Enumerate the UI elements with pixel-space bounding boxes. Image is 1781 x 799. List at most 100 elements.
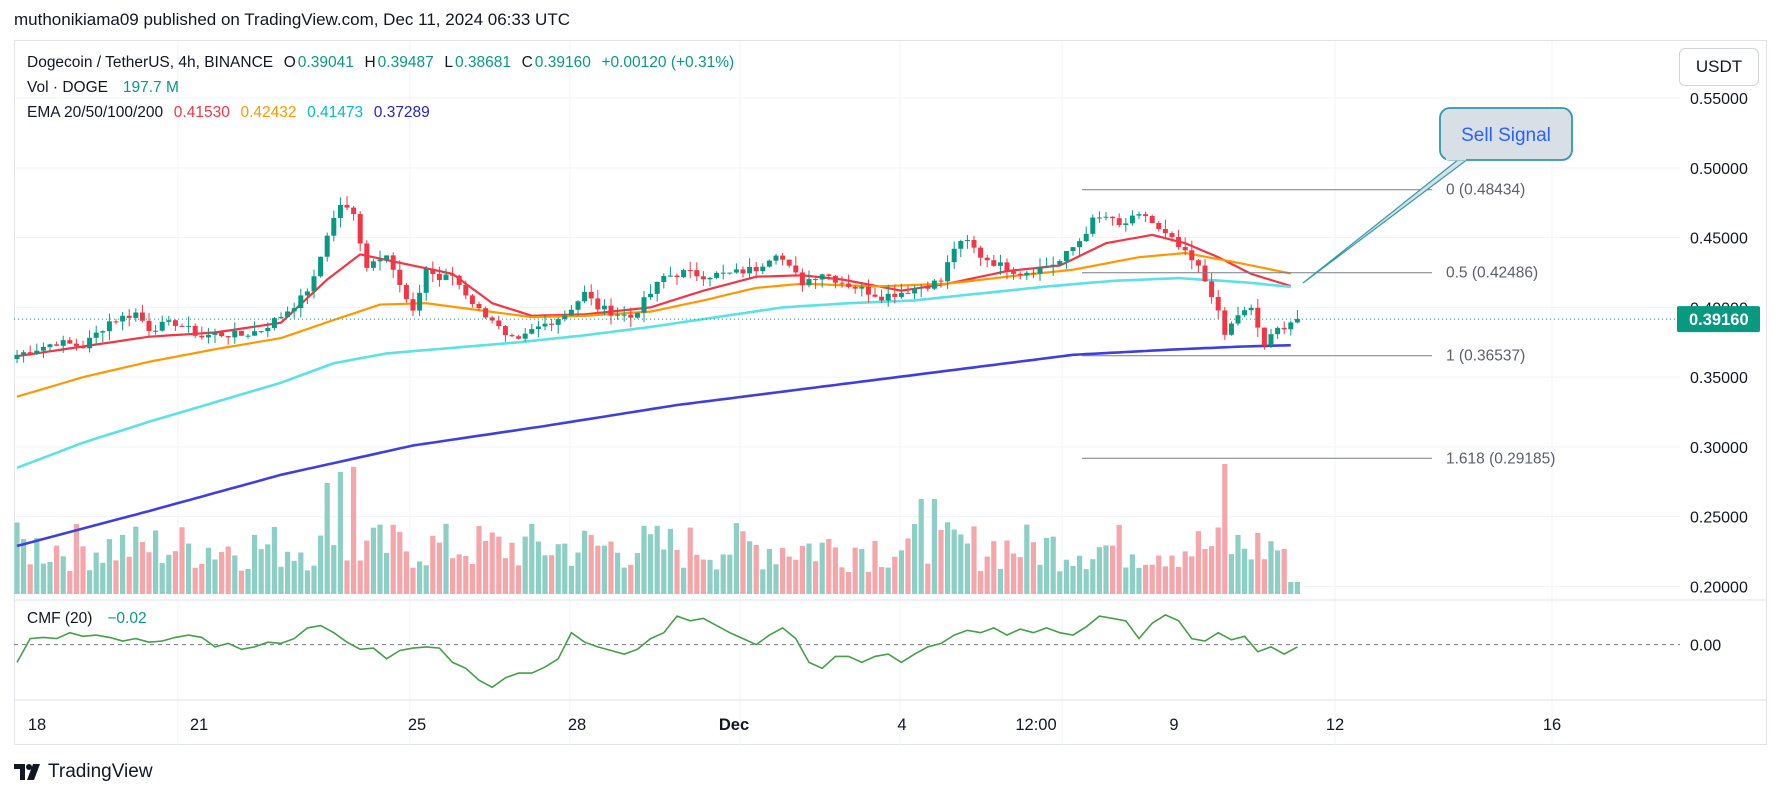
candle-body	[113, 321, 119, 323]
volume-bar	[859, 549, 865, 594]
candle	[489, 315, 495, 324]
candle	[766, 259, 772, 268]
candle	[1162, 219, 1168, 238]
candle-body	[839, 282, 845, 284]
tradingview-brand: TradingView	[48, 761, 153, 782]
volume-bar	[463, 555, 469, 594]
candle	[707, 276, 713, 287]
volume-bar	[27, 564, 33, 594]
volume-label: Vol · DOGE	[27, 79, 108, 96]
volume-bar	[1096, 547, 1102, 594]
candle	[450, 266, 456, 286]
candle-body	[634, 312, 640, 318]
candle-body	[912, 288, 918, 294]
candle-body	[21, 352, 27, 355]
candle-body	[199, 335, 205, 338]
candle-body	[879, 296, 885, 301]
volume-bar	[344, 560, 350, 594]
candle-body	[1103, 216, 1109, 218]
candle-body	[450, 274, 456, 276]
volume-bar	[1169, 555, 1175, 594]
candle-body	[456, 275, 462, 285]
candle	[60, 335, 66, 353]
volume-bar	[258, 549, 264, 594]
candle-body	[245, 335, 251, 337]
candle	[390, 252, 396, 278]
candle-body	[27, 352, 33, 354]
candle-body	[687, 270, 693, 272]
candle	[852, 285, 858, 294]
volume-bar	[1162, 566, 1168, 594]
ema20-value: 0.41530	[173, 104, 230, 121]
volume-bar	[793, 559, 799, 594]
volume-bar	[212, 559, 218, 594]
candle-body	[681, 270, 687, 278]
candle-body	[351, 207, 357, 215]
candle-body	[780, 255, 786, 260]
candle-body	[1255, 307, 1261, 328]
candle-body	[212, 332, 218, 335]
candle	[1209, 272, 1215, 304]
volume-bar	[641, 525, 647, 594]
candle-body	[73, 343, 79, 347]
candle-body	[311, 276, 317, 292]
candle	[357, 211, 363, 252]
volume-bar	[852, 547, 858, 594]
candle-body	[661, 275, 667, 282]
volume-bar	[951, 529, 957, 594]
volume-bar	[285, 551, 291, 594]
candle	[780, 252, 786, 266]
volume-bar	[832, 547, 838, 594]
volume-bar	[542, 555, 548, 594]
candle	[872, 287, 878, 298]
callout-pointer	[1302, 158, 1470, 284]
candle	[595, 289, 601, 313]
sell-signal-label: Sell Signal	[1461, 125, 1551, 146]
volume-bar	[106, 539, 112, 594]
candle	[885, 284, 891, 307]
candle-body	[469, 295, 475, 305]
candle-body	[522, 333, 528, 339]
candle	[918, 283, 924, 297]
candle-body	[1228, 323, 1234, 335]
candle	[971, 235, 977, 254]
volume-bar	[615, 552, 621, 594]
volume-bar	[238, 570, 244, 594]
candle	[1090, 214, 1096, 237]
candle	[1294, 309, 1300, 324]
candle-body	[34, 350, 40, 354]
candle-body	[997, 262, 1003, 266]
candle-body	[898, 292, 904, 297]
candle-body	[1156, 223, 1162, 229]
volume-bar	[291, 560, 297, 594]
currency-button[interactable]: USDT	[1679, 48, 1759, 86]
volume-bar	[318, 535, 324, 594]
candle	[126, 308, 132, 327]
candle-body	[1136, 214, 1142, 216]
volume-bar	[403, 551, 409, 594]
candle	[40, 342, 46, 359]
volume-bar	[1083, 569, 1089, 594]
volume-bar	[60, 556, 66, 594]
candle	[1063, 250, 1069, 269]
candle-body	[324, 235, 330, 257]
candle	[615, 307, 621, 320]
candle-body	[951, 248, 957, 263]
candle-body	[357, 214, 363, 244]
candle-body	[1176, 236, 1182, 248]
volume-bar	[1281, 548, 1287, 594]
volume-bar	[978, 571, 984, 594]
candle-body	[892, 293, 898, 297]
candle	[753, 261, 759, 279]
candle-body	[694, 270, 700, 277]
volume-bar	[47, 561, 53, 594]
candle-body	[971, 240, 977, 248]
candle-body	[562, 315, 568, 320]
candle	[634, 312, 640, 319]
volume-bar	[1063, 559, 1069, 594]
price-tick-label: 0.55000	[1690, 91, 1748, 108]
candle-body	[885, 293, 891, 301]
candle-body	[285, 311, 291, 318]
volume-bar	[34, 538, 40, 594]
